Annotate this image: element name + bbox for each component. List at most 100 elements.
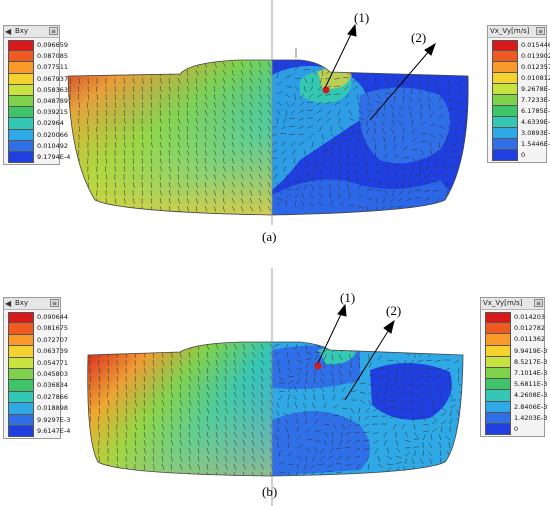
field-arrow — [442, 141, 449, 146]
menu-icon[interactable]: ≡ — [49, 27, 58, 35]
field-arrow — [213, 77, 217, 84]
field-arrow — [348, 192, 351, 199]
field-arrow — [204, 197, 208, 204]
legend-swatch — [8, 84, 34, 96]
field-arrow — [134, 423, 137, 430]
field-arrow — [213, 173, 217, 180]
legend-header[interactable]: ◀ Bxy ≡ — [4, 26, 59, 38]
field-arrow — [338, 370, 343, 377]
field-arrow — [249, 77, 253, 84]
field-arrow — [339, 439, 343, 446]
field-arrow — [233, 383, 236, 390]
field-arrow — [392, 189, 395, 196]
field-arrow — [366, 177, 372, 183]
field-arrow — [123, 125, 126, 132]
collapse-arrow-icon[interactable]: ◀ — [5, 27, 12, 36]
legend-value: 1.5446E-3 — [521, 140, 550, 148]
field-arrow — [240, 189, 244, 196]
field-arrow — [305, 362, 309, 369]
menu-icon[interactable]: ≡ — [50, 299, 59, 307]
field-arrow — [197, 455, 200, 462]
field-arrow — [456, 80, 461, 87]
legend-swatches — [492, 40, 518, 161]
field-arrow — [150, 85, 152, 93]
field-arrow — [425, 89, 431, 95]
field-arrow — [159, 133, 162, 140]
field-arrow — [338, 160, 341, 167]
field-arrow — [215, 423, 218, 430]
field-arrow — [249, 165, 253, 172]
legend-value: 0.096659 — [37, 41, 69, 49]
legend-header[interactable]: ◀ Bxy ≡ — [4, 298, 60, 310]
field-arrow — [413, 431, 418, 438]
field-arrow — [438, 125, 445, 129]
field-arrow — [444, 181, 449, 188]
legend-title: Vx_Vy[m/s] — [483, 299, 523, 307]
field-arrow — [292, 411, 298, 417]
field-arrow — [224, 391, 227, 398]
field-arrow — [339, 141, 347, 143]
field-arrow — [240, 109, 244, 116]
field-arrow — [186, 173, 189, 180]
field-arrow — [465, 101, 469, 105]
field-arrow — [269, 351, 274, 358]
field-arrow — [384, 152, 388, 159]
legend-value: 9.9297E-3 — [37, 415, 71, 424]
field-arrow — [114, 133, 117, 140]
field-arrow — [132, 85, 135, 92]
field-arrow — [277, 418, 280, 425]
field-arrow — [206, 391, 210, 398]
field-arrow — [347, 423, 352, 429]
field-arrow — [384, 92, 391, 95]
field-arrow — [339, 143, 341, 151]
field-arrow — [345, 101, 350, 107]
collapse-arrow-icon[interactable]: ◀ — [5, 299, 12, 308]
field-arrow — [260, 439, 264, 446]
legend-header[interactable]: Vx_Vy[m/s] ≡ — [488, 26, 546, 38]
panel-b-leader-2 — [344, 319, 395, 401]
legend-value: 4.6339E-3 — [521, 118, 550, 126]
menu-icon[interactable]: ≡ — [536, 27, 545, 35]
field-arrow — [384, 103, 386, 111]
field-arrow — [399, 391, 406, 395]
field-arrow — [354, 455, 361, 458]
field-arrow — [114, 205, 117, 212]
field-arrow — [98, 399, 101, 406]
field-arrow — [399, 399, 406, 404]
field-arrow — [303, 149, 306, 156]
field-arrow — [287, 433, 289, 441]
field-arrow — [465, 203, 469, 207]
menu-icon[interactable]: ≡ — [534, 299, 543, 307]
field-arrow — [269, 463, 274, 470]
field-arrow — [431, 433, 433, 441]
field-arrow — [287, 359, 290, 366]
field-arrow — [240, 69, 244, 76]
field-arrow — [267, 77, 271, 84]
legend-header[interactable]: Vx_Vy[m/s] ≡ — [481, 298, 544, 310]
field-arrow — [233, 399, 237, 406]
field-arrow — [377, 455, 381, 462]
field-arrow — [150, 181, 152, 189]
field-arrow — [402, 69, 409, 73]
field-arrow — [188, 439, 192, 446]
field-arrow — [280, 125, 287, 130]
field-arrow — [305, 455, 308, 462]
field-arrow — [242, 423, 246, 430]
field-arrow — [428, 383, 433, 389]
field-arrow — [362, 137, 368, 143]
field-arrow — [114, 141, 117, 148]
field-arrow — [339, 175, 341, 183]
legend-value: 0.020066 — [37, 130, 69, 139]
field-arrow — [179, 439, 183, 446]
field-arrow — [327, 463, 334, 468]
field-arrow — [98, 359, 100, 367]
legend-swatch — [8, 51, 34, 63]
field-arrow — [395, 359, 401, 365]
field-arrow — [330, 362, 334, 369]
field-arrow — [251, 343, 256, 350]
field-arrow — [251, 407, 255, 414]
field-arrow — [283, 412, 289, 417]
field-arrow — [426, 375, 433, 378]
field-arrow — [123, 181, 126, 188]
field-arrow — [150, 189, 152, 197]
